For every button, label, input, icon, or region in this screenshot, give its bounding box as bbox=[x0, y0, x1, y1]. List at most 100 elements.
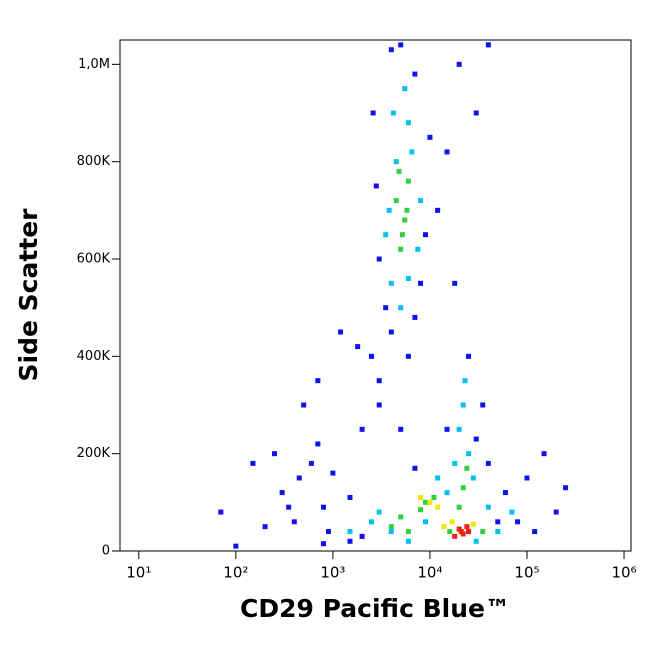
point bbox=[456, 61, 462, 67]
point bbox=[515, 519, 521, 525]
point bbox=[405, 178, 411, 184]
point bbox=[418, 494, 424, 500]
point bbox=[460, 402, 466, 408]
point bbox=[435, 504, 441, 510]
point bbox=[473, 538, 479, 544]
point bbox=[355, 344, 361, 350]
point bbox=[466, 451, 472, 457]
point bbox=[473, 436, 479, 442]
point bbox=[388, 47, 394, 53]
point bbox=[464, 465, 470, 471]
point bbox=[418, 280, 424, 286]
point bbox=[412, 71, 418, 77]
point bbox=[271, 451, 277, 457]
point bbox=[563, 485, 569, 491]
point bbox=[376, 402, 382, 408]
point bbox=[347, 494, 353, 500]
point bbox=[553, 509, 559, 515]
point bbox=[320, 541, 326, 547]
point bbox=[393, 159, 399, 165]
point bbox=[532, 529, 538, 535]
x-tick-label: 10⁵ bbox=[514, 564, 539, 582]
point bbox=[373, 183, 379, 189]
point bbox=[233, 543, 239, 549]
point bbox=[315, 378, 321, 384]
point bbox=[398, 426, 404, 432]
point bbox=[480, 402, 486, 408]
point bbox=[405, 538, 411, 544]
y-tick-label: 200K bbox=[77, 446, 111, 461]
point bbox=[376, 378, 382, 384]
point bbox=[412, 314, 418, 320]
point bbox=[422, 499, 428, 505]
point bbox=[466, 529, 472, 535]
point bbox=[330, 470, 336, 476]
point bbox=[376, 509, 382, 515]
point bbox=[441, 524, 447, 530]
point bbox=[405, 120, 411, 126]
y-tick-label: 1,0M bbox=[78, 57, 110, 72]
x-tick-label: 10¹ bbox=[126, 564, 151, 582]
point bbox=[388, 524, 394, 530]
point bbox=[462, 378, 468, 384]
point bbox=[250, 460, 256, 466]
point bbox=[399, 232, 405, 238]
point bbox=[386, 207, 392, 213]
point bbox=[435, 475, 441, 481]
point bbox=[418, 507, 424, 513]
point bbox=[402, 217, 408, 223]
point bbox=[347, 538, 353, 544]
point bbox=[325, 529, 331, 535]
point bbox=[458, 529, 464, 535]
point bbox=[409, 149, 415, 155]
x-tick-label: 10³ bbox=[320, 564, 345, 582]
point bbox=[427, 499, 433, 505]
point bbox=[422, 232, 428, 238]
point bbox=[301, 402, 307, 408]
point bbox=[449, 519, 455, 525]
point bbox=[541, 451, 547, 457]
point bbox=[464, 524, 470, 530]
point bbox=[435, 207, 441, 213]
point bbox=[485, 504, 491, 510]
point bbox=[447, 529, 453, 535]
point bbox=[291, 519, 297, 525]
point bbox=[502, 490, 508, 496]
x-tick-label: 10⁴ bbox=[417, 564, 442, 582]
point bbox=[495, 519, 501, 525]
y-tick-label: 800K bbox=[77, 154, 111, 169]
y-tick-label: 0 bbox=[102, 544, 110, 559]
point bbox=[359, 533, 365, 539]
point bbox=[398, 246, 404, 252]
point bbox=[398, 305, 404, 311]
point bbox=[427, 134, 433, 140]
point bbox=[286, 504, 292, 510]
point bbox=[383, 305, 389, 311]
point bbox=[422, 519, 428, 525]
point bbox=[418, 198, 424, 204]
point bbox=[262, 524, 268, 530]
point bbox=[405, 275, 411, 281]
point bbox=[444, 149, 450, 155]
point bbox=[359, 426, 365, 432]
point bbox=[402, 86, 408, 92]
point bbox=[452, 280, 458, 286]
point bbox=[456, 426, 462, 432]
point bbox=[347, 529, 353, 535]
x-tick-label: 10⁶ bbox=[611, 564, 636, 582]
point bbox=[279, 490, 285, 496]
point bbox=[398, 42, 404, 48]
point bbox=[404, 207, 410, 213]
point bbox=[524, 475, 530, 481]
point bbox=[405, 353, 411, 359]
point bbox=[456, 504, 462, 510]
point bbox=[485, 460, 491, 466]
point bbox=[444, 426, 450, 432]
point bbox=[296, 475, 302, 481]
y-tick-label: 400K bbox=[77, 349, 111, 364]
point bbox=[383, 232, 389, 238]
point bbox=[393, 198, 399, 204]
point bbox=[452, 460, 458, 466]
x-tick-label: 10² bbox=[223, 564, 248, 582]
